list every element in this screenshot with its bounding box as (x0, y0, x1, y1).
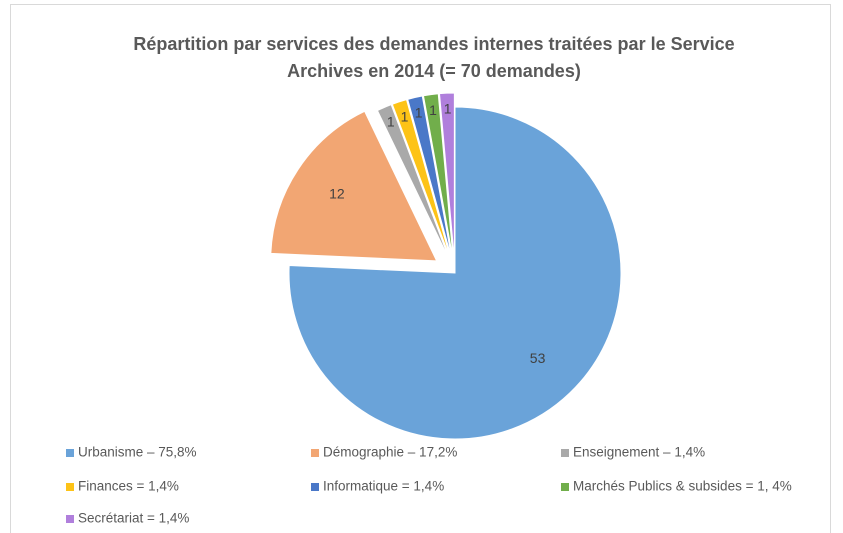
legend-label: Démographie – 17,2% (323, 445, 457, 460)
legend-label: Secrétariat = 1,4% (78, 511, 189, 526)
pie-slice (391, 99, 452, 260)
pie-slice (288, 106, 622, 440)
data-label: 1 (415, 104, 423, 120)
data-label: 12 (329, 186, 345, 202)
chart-title: Archives en 2014 (= 70 demandes) (287, 61, 581, 81)
legend-label: Marchés Publics & subsides = 1, 4% (573, 479, 792, 494)
pie-slice (438, 92, 455, 260)
legend-label: Enseignement – 1,4% (573, 445, 705, 460)
legend-swatch (311, 449, 319, 457)
legend-swatch (66, 483, 74, 491)
legend-swatch (66, 449, 74, 457)
legend-swatch (311, 483, 319, 491)
data-label: 1 (401, 108, 409, 124)
legend-swatch (561, 449, 569, 457)
chart-frame (10, 4, 831, 533)
data-label: 1 (444, 100, 452, 116)
legend-swatch (66, 515, 74, 523)
chart-title: Répartition par services des demandes in… (133, 34, 734, 54)
pie-slice (422, 93, 454, 260)
data-label: 1 (387, 113, 395, 129)
legend-label: Informatique = 1,4% (323, 479, 444, 494)
pie-slice (407, 95, 453, 260)
pie-slice (270, 110, 438, 262)
legend-label: Finances = 1,4% (78, 479, 179, 494)
legend-swatch (561, 483, 569, 491)
data-label: 1 (429, 102, 437, 118)
pie-slice (376, 104, 450, 261)
data-label: 53 (530, 350, 546, 366)
legend-label: Urbanisme – 75,8% (78, 445, 197, 460)
